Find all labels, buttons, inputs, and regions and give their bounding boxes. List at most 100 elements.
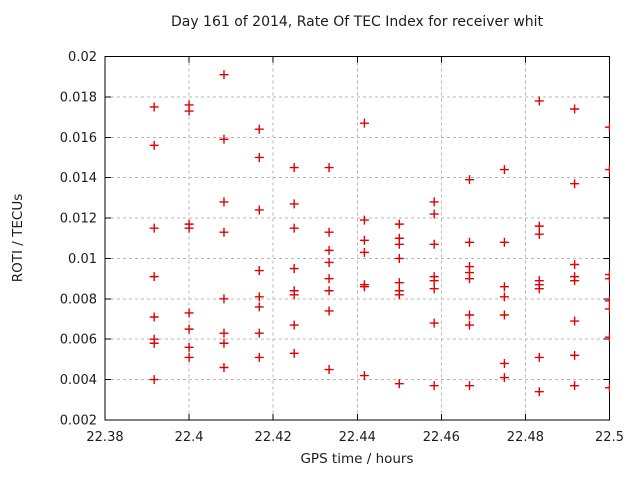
data-point-marker [429, 276, 439, 286]
data-point-marker [219, 294, 229, 304]
data-point-marker [254, 292, 264, 302]
data-point-marker [254, 152, 264, 162]
data-point-marker [359, 118, 369, 128]
data-point-marker [499, 292, 509, 302]
data-point-marker [570, 104, 580, 114]
data-point-marker [394, 239, 404, 249]
data-point-marker [149, 312, 159, 322]
data-point-marker [499, 373, 509, 383]
data-point-marker [184, 223, 194, 233]
data-point-marker [534, 387, 544, 397]
data-point-marker [465, 320, 475, 330]
data-point-marker [219, 70, 229, 80]
x-tick-label: 22.5 [595, 430, 624, 445]
x-axis-title: GPS time / hours [300, 451, 413, 467]
data-point-marker [429, 197, 439, 207]
data-point-marker [219, 328, 229, 338]
data-point-marker [394, 290, 404, 300]
data-point-marker [605, 274, 610, 284]
y-tick-label: 0.006 [60, 333, 97, 348]
data-point-marker [534, 352, 544, 362]
data-point-marker [465, 274, 475, 284]
data-point-marker [149, 338, 159, 348]
data-point-marker [394, 379, 404, 389]
data-point-marker [254, 302, 264, 312]
data-point-marker [429, 381, 439, 391]
data-point-marker [534, 229, 544, 239]
data-point-marker [289, 320, 299, 330]
data-point-marker [570, 260, 580, 270]
data-point-marker [534, 221, 544, 231]
data-point-marker [465, 381, 475, 391]
data-point-marker [359, 371, 369, 381]
data-point-marker [534, 96, 544, 106]
data-point-marker [605, 332, 610, 342]
data-point-marker [184, 308, 194, 318]
data-point-marker [429, 318, 439, 328]
data-point-marker [289, 223, 299, 233]
data-point-marker [254, 352, 264, 362]
data-point-marker [254, 328, 264, 338]
data-point-marker [359, 282, 369, 292]
data-point-marker [324, 227, 334, 237]
data-point-marker [570, 316, 580, 326]
x-tick-label: 22.38 [86, 430, 123, 445]
data-point-marker [359, 247, 369, 257]
data-point-marker [570, 350, 580, 360]
y-tick-label: 0.012 [60, 212, 97, 227]
y-tick-label: 0.008 [60, 292, 97, 307]
y-tick-label: 0.002 [60, 414, 97, 429]
y-tick-label: 0.004 [60, 373, 97, 388]
data-point-marker [605, 296, 610, 306]
grid-layer [105, 56, 610, 420]
data-point-marker [324, 245, 334, 255]
data-point-marker [359, 215, 369, 225]
data-point-marker [254, 266, 264, 276]
data-point-marker [184, 352, 194, 362]
data-point-marker [324, 306, 334, 316]
data-point-marker [465, 237, 475, 247]
data-point-marker [570, 381, 580, 391]
y-axis-title: ROTI / TECUs [10, 194, 26, 282]
data-point-marker [394, 219, 404, 229]
data-point-marker [570, 276, 580, 286]
y-tick-label: 0.014 [60, 171, 97, 186]
chart-title: Day 161 of 2014, Rate Of TEC Index for r… [171, 14, 544, 30]
x-tick-label: 22.44 [339, 430, 376, 445]
data-point-marker [184, 342, 194, 352]
data-point-marker [499, 165, 509, 175]
data-point-marker [429, 284, 439, 294]
x-tick-label: 22.42 [255, 430, 292, 445]
data-point-marker [324, 257, 334, 267]
x-tick-label: 22.46 [423, 430, 460, 445]
data-point-marker [499, 237, 509, 247]
data-point-marker [605, 304, 610, 314]
data-point-marker [219, 227, 229, 237]
data-point-marker [219, 362, 229, 372]
data-point-marker [324, 274, 334, 284]
data-point-marker [149, 272, 159, 282]
data-point-marker [149, 140, 159, 150]
y-tick-label: 0.02 [68, 50, 97, 65]
data-point-marker [289, 348, 299, 358]
data-point-marker [429, 209, 439, 219]
data-point-marker [184, 324, 194, 334]
data-point-marker [394, 253, 404, 263]
data-point-marker [289, 163, 299, 173]
tick-label-layer: 22.38 22.4 22.42 22.44 22.46 22.48 22.5 0.002 0.… [60, 50, 624, 445]
data-point-marker [605, 122, 610, 132]
data-point-marker [605, 165, 610, 175]
data-point-marker [149, 102, 159, 112]
data-point-marker [324, 365, 334, 375]
data-point-marker [289, 199, 299, 209]
data-point-marker [499, 310, 509, 320]
data-point-marker [254, 124, 264, 134]
data-point-marker [394, 278, 404, 288]
data-point-marker [359, 235, 369, 245]
data-point-marker [499, 282, 509, 292]
y-tick-label: 0.018 [60, 90, 97, 105]
x-tick-label: 22.4 [175, 430, 204, 445]
y-tick-label: 0.01 [68, 252, 97, 267]
